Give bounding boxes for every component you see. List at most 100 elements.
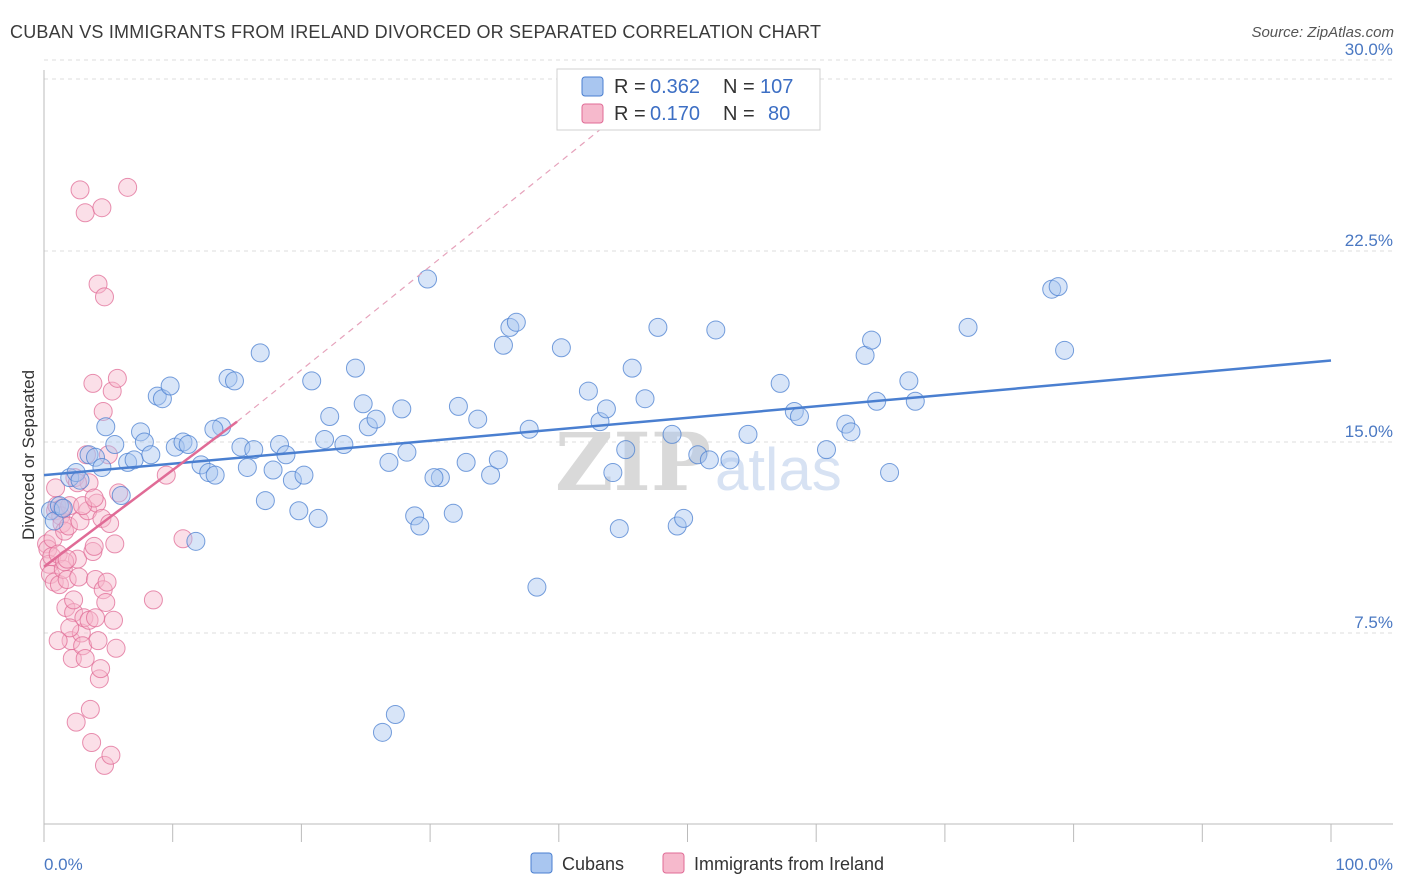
cubans-point-42	[302, 371, 322, 391]
watermark-atlas: atlas	[715, 436, 842, 503]
legend-r-label-1: R =	[614, 103, 646, 125]
cubans-point-69	[519, 419, 539, 439]
y-tick-label-1: 15.0%	[1345, 422, 1393, 441]
ireland-point-28	[73, 636, 93, 656]
ireland-point-73	[46, 478, 66, 498]
cubans-point-103	[1048, 277, 1068, 297]
cubans-point-72	[578, 381, 598, 401]
watermark: ZIP atlas	[555, 415, 842, 509]
cubans-point-101	[958, 317, 978, 337]
cubans-point-57	[410, 516, 430, 536]
cubans-point-94	[841, 422, 861, 442]
legend-r-value-0: 0.362	[650, 76, 700, 98]
y-axis-title: Divorced or Separated	[19, 370, 38, 540]
cubans-point-74	[596, 399, 616, 419]
legend-n-label-0: N =	[723, 76, 755, 98]
ireland-point-46	[96, 592, 116, 612]
cubans-point-36	[263, 460, 283, 480]
cubans-point-3	[53, 498, 73, 518]
ireland-point-30	[75, 648, 95, 668]
bottom-legend: Cubans Immigrants from Ireland	[530, 852, 884, 874]
cubans-point-60	[443, 503, 463, 523]
y-tick-label-0: 7.5%	[1354, 613, 1393, 632]
cubans-point-12	[111, 485, 131, 505]
ireland-point-75	[85, 608, 105, 628]
ireland-point-64	[73, 496, 93, 516]
legend-swatch-ireland	[581, 103, 604, 124]
axes	[43, 70, 1393, 842]
cubans-point-6	[70, 470, 90, 490]
ireland-point-57	[75, 203, 95, 223]
ireland-trend-extension	[236, 100, 637, 423]
cubans-point-58	[418, 269, 438, 289]
bottom-legend-swatch-cubans	[530, 852, 553, 874]
ireland-point-63	[93, 401, 113, 421]
ireland-point-23	[66, 712, 86, 732]
cubans-point-51	[372, 722, 392, 742]
watermark-zip: ZIP	[555, 415, 711, 509]
cubans-point-62	[456, 452, 476, 472]
cubans-point-56	[405, 506, 425, 526]
ireland-point-67	[143, 590, 163, 610]
gridlines	[44, 59, 1393, 634]
ireland-point-50	[101, 745, 121, 765]
legend-n-label-1: N =	[723, 103, 755, 125]
cubans-point-77	[616, 440, 636, 460]
ireland-point-26	[70, 511, 90, 531]
top-legend: R = 0.362 N = 107 R = 0.170 N = 80	[556, 68, 821, 131]
ireland-point-38	[85, 570, 105, 590]
ireland-point-77	[84, 488, 104, 508]
ireland-point-40	[88, 631, 108, 651]
cubans-point-8	[85, 447, 105, 467]
cubans-point-86	[706, 320, 726, 340]
ireland-point-42	[91, 659, 111, 679]
cubans-point-92	[816, 440, 836, 460]
ireland-point-20	[62, 648, 82, 668]
x-tick-label-max: 100.0%	[1335, 855, 1393, 874]
cubans-point-40	[289, 501, 309, 521]
cubans-point-98	[880, 463, 900, 483]
cubans-point-45	[320, 407, 340, 427]
cubans-point-81	[662, 424, 682, 444]
cubans-point-76	[609, 519, 629, 539]
ireland-point-45	[94, 755, 114, 775]
ireland-point-66	[109, 483, 129, 503]
cubans-point-91	[789, 407, 809, 427]
ireland-point-47	[97, 572, 117, 592]
ireland-point-39	[87, 493, 107, 513]
ireland-point-54	[106, 638, 126, 658]
cubans-point-27	[205, 465, 225, 485]
data-points	[37, 177, 1075, 775]
y-tick-labels: 7.5% 15.0% 22.5% 30.0%	[1345, 40, 1393, 632]
ireland-point-59	[92, 198, 112, 218]
ireland-point-17	[58, 516, 78, 536]
ireland-point-53	[105, 534, 125, 554]
cubans-point-54	[392, 399, 412, 419]
cubans-point-39	[282, 470, 302, 490]
cubans-point-71	[551, 338, 571, 358]
y-tick-label-3: 30.0%	[1345, 40, 1393, 59]
legend-r-label-0: R =	[614, 76, 646, 98]
ireland-point-70	[60, 618, 80, 638]
cubans-point-46	[334, 435, 354, 455]
cubans-point-99	[905, 391, 925, 411]
cubans-point-100	[899, 371, 919, 391]
ireland-point-74	[48, 631, 68, 651]
cubans-point-20	[160, 376, 180, 396]
cubans-point-48	[353, 394, 373, 414]
cubans-point-43	[308, 508, 328, 528]
cubans-point-70	[527, 577, 547, 597]
cubans-point-50	[366, 409, 386, 429]
cubans-point-104	[1055, 340, 1075, 360]
cubans-trend-line	[43, 359, 1332, 477]
cubans-point-18	[147, 386, 167, 406]
cubans-point-89	[770, 373, 790, 393]
cubans-point-23	[178, 435, 198, 455]
cubans-point-15	[131, 422, 151, 442]
legend-swatch-cubans	[581, 76, 604, 97]
bottom-legend-swatch-ireland	[662, 852, 685, 874]
cubans-point-11	[105, 435, 125, 455]
ireland-point-52	[103, 610, 123, 630]
cubans-point-24	[186, 531, 206, 551]
cubans-point-10	[96, 417, 116, 437]
